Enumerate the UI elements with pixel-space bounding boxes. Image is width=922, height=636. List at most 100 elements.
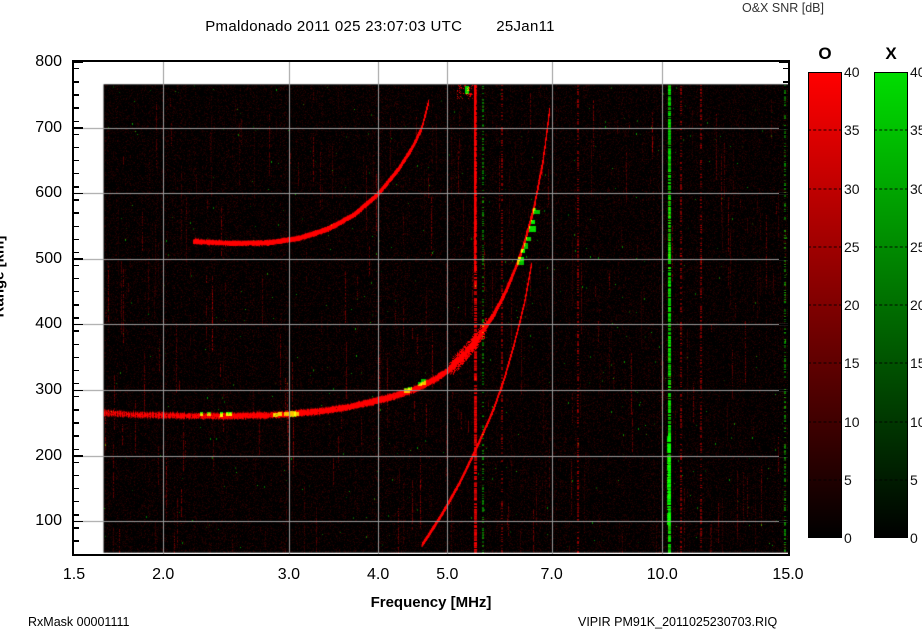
y-tick xyxy=(74,61,83,64)
colorbar-tick-label: 35 xyxy=(910,122,922,139)
y-tick-right xyxy=(779,389,788,392)
y-minor-tick xyxy=(783,212,788,214)
y-tick-label: 100 xyxy=(35,512,62,530)
footer-rxmask: RxMask 00001111 xyxy=(28,615,130,629)
y-minor-tick xyxy=(74,356,79,359)
colorbar-o-label: O xyxy=(818,44,832,63)
y-minor-tick xyxy=(783,146,788,149)
y-minor-tick xyxy=(783,540,788,542)
y-minor-tick xyxy=(783,107,788,109)
y-tick-label: 600 xyxy=(35,184,62,202)
y-tick-label: 800 xyxy=(35,53,62,70)
colorbar-tick-mark xyxy=(808,188,842,189)
ionogram-canvas[interactable] xyxy=(74,62,788,554)
colorbar-tick-mark xyxy=(874,421,908,422)
y-minor-tick xyxy=(74,409,79,411)
y-minor-tick xyxy=(783,501,788,503)
y-minor-tick xyxy=(74,540,79,542)
colorbar-title: O&X SNR [dB] xyxy=(742,1,824,15)
y-minor-tick xyxy=(74,461,79,464)
colorbar-tick-mark xyxy=(808,304,842,306)
y-minor-tick xyxy=(783,238,788,240)
colorbar-tick-label: 30 xyxy=(844,180,860,197)
y-tick-label: 400 xyxy=(35,315,62,333)
y-minor-tick xyxy=(74,238,79,240)
y-minor-tick xyxy=(783,264,788,267)
y-tick xyxy=(74,455,83,457)
x-tick-label: 4.0 xyxy=(367,566,390,583)
colorbar-tick-label: 5 xyxy=(844,471,852,488)
colorbar-tick-label: 30 xyxy=(910,180,922,197)
y-minor-tick xyxy=(74,133,79,136)
colorbar-tick-mark xyxy=(874,479,908,481)
y-minor-tick xyxy=(783,173,788,175)
colorbar-tick-mark xyxy=(874,362,908,364)
y-minor-tick xyxy=(74,199,79,201)
colorbar-tick-mark xyxy=(808,129,842,131)
y-minor-tick xyxy=(74,422,79,424)
y-minor-tick xyxy=(74,527,79,529)
x-tick-label: 15.0 xyxy=(772,566,804,583)
y-minor-tick xyxy=(783,277,788,280)
colorbar-x[interactable]: X 0 5 10 15 20 25 30 35 40 xyxy=(874,44,922,546)
y-minor-tick xyxy=(783,68,788,70)
y-minor-tick xyxy=(74,264,79,267)
y-minor-tick xyxy=(783,317,788,319)
y-minor-tick xyxy=(74,159,79,162)
y-tick-right xyxy=(779,258,788,260)
colorbar-tick-mark xyxy=(808,479,842,481)
y-minor-tick xyxy=(74,120,79,122)
x-tick-label: 1.5 xyxy=(62,566,86,583)
y-minor-tick xyxy=(74,553,79,555)
colorbar-tick-label: 0 xyxy=(910,530,918,546)
y-minor-tick xyxy=(783,461,788,464)
y-minor-tick xyxy=(74,514,79,516)
y-minor-tick xyxy=(783,514,788,516)
y-minor-tick xyxy=(783,527,788,529)
colorbar-tick-label: 35 xyxy=(844,122,860,139)
y-tick-right xyxy=(779,323,788,326)
y-tick xyxy=(74,258,83,260)
y-minor-tick xyxy=(74,369,79,372)
y-tick xyxy=(74,520,83,523)
y-minor-tick xyxy=(783,448,788,450)
colorbar-tick-mark xyxy=(808,421,842,422)
colorbar-tick-label: 10 xyxy=(844,413,860,430)
y-minor-tick xyxy=(74,501,79,503)
colorbar-tick-label: 40 xyxy=(844,64,860,80)
y-minor-tick xyxy=(783,159,788,162)
y-minor-tick xyxy=(74,304,79,306)
colorbar-tick-mark xyxy=(874,129,908,131)
colorbar-tick-mark xyxy=(874,188,908,189)
footer-file: VIPIR PM91K_2011025230703.RIQ xyxy=(578,615,778,629)
y-minor-tick xyxy=(74,317,79,319)
colorbar-o[interactable]: O 0 5 10 15 20 25 30 35 40 xyxy=(808,44,860,546)
colorbar-tick-label: 5 xyxy=(910,471,918,488)
y-minor-tick xyxy=(74,396,79,398)
colorbar-tick-label: 10 xyxy=(910,413,922,430)
y-minor-tick xyxy=(783,330,788,332)
y-tick-label: 200 xyxy=(35,446,62,464)
y-minor-tick xyxy=(783,251,788,254)
y-tick-right xyxy=(779,61,788,64)
y-minor-tick xyxy=(74,487,79,490)
y-minor-tick xyxy=(783,369,788,372)
colorbar-tick-label: 25 xyxy=(910,238,922,255)
colorbar-tick-label: 25 xyxy=(844,238,860,255)
x-axis-title: Frequency [MHz] xyxy=(370,594,492,611)
y-minor-tick xyxy=(74,173,79,175)
y-minor-tick xyxy=(74,382,79,385)
ionogram-plot[interactable] xyxy=(72,60,790,556)
y-minor-tick xyxy=(783,199,788,201)
colorbar-x-label: X xyxy=(885,44,897,63)
y-minor-tick xyxy=(783,133,788,136)
title-station: Pmaldonado 2011 025 23:07:03 UTC xyxy=(205,18,463,35)
x-tick-label: 5.0 xyxy=(436,566,459,583)
colorbar-tick-label: 20 xyxy=(844,297,860,313)
title-date: 25Jan11 xyxy=(496,18,555,35)
y-axis-title: Range [km] xyxy=(0,235,8,318)
y-minor-tick xyxy=(783,343,788,345)
y-minor-tick xyxy=(74,186,79,188)
page-title: Pmaldonado 2011 025 23:07:03 UTC 25Jan11 xyxy=(0,18,760,35)
y-minor-tick xyxy=(783,396,788,398)
